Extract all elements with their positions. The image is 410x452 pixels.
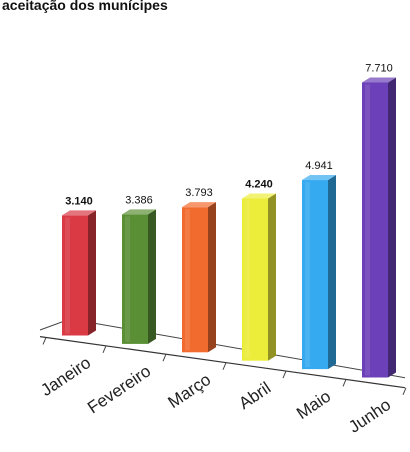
- x-axis-tick: [222, 362, 227, 370]
- bar-side-face: [388, 77, 396, 378]
- bar-highlight: [245, 200, 250, 359]
- category-label: Abril: [235, 378, 274, 413]
- bar-top-face: [122, 209, 156, 215]
- bar-highlight: [305, 182, 310, 368]
- bar-janeiro: [62, 210, 96, 336]
- value-label: 4.941: [305, 160, 333, 172]
- value-label: 3.386: [125, 194, 153, 206]
- x-axis-tick: [342, 379, 347, 387]
- x-axis-tick: [102, 345, 107, 354]
- category-label: Fevereiro: [84, 361, 154, 417]
- bar-side-face: [88, 210, 96, 336]
- category-label: Março: [164, 370, 214, 412]
- category-label: Janeiro: [37, 353, 94, 400]
- bar-fevereiro: [122, 209, 156, 344]
- bar-top-face: [242, 193, 276, 199]
- bar-março: [182, 202, 216, 353]
- value-label: 7.710: [365, 63, 393, 75]
- bar-abril: [242, 193, 276, 361]
- bar-highlight: [65, 217, 70, 334]
- bar-maio: [302, 175, 336, 370]
- bar-top-face: [362, 77, 396, 83]
- bar-highlight: [185, 209, 190, 351]
- bar-highlight: [125, 216, 130, 342]
- bar-side-face: [328, 175, 336, 370]
- x-axis-tick: [42, 337, 47, 345]
- value-label: 3.793: [185, 187, 213, 199]
- x-axis-tick: [282, 370, 287, 379]
- bars-group: [62, 77, 396, 378]
- category-label: Junho: [345, 395, 394, 437]
- bar-top-face: [182, 202, 216, 208]
- x-axis-tick: [162, 354, 167, 362]
- bar-side-face: [268, 193, 276, 361]
- category-label: Maio: [293, 387, 334, 423]
- chart-title: aceitação dos munícipes: [2, 0, 168, 13]
- x-axis-line: [39, 336, 406, 389]
- bar-junho: [362, 77, 396, 378]
- value-label: 4.240: [245, 178, 273, 190]
- value-labels-group: 3.140 3.386 3.793 4.240 4.941 7.710: [65, 63, 393, 208]
- bar-top-face: [302, 175, 336, 181]
- bar-top-face: [62, 210, 96, 216]
- x-axis-tick: [402, 387, 407, 396]
- bar-side-face: [148, 209, 156, 344]
- value-label: 3.140: [65, 195, 93, 207]
- bar-highlight: [365, 84, 370, 376]
- bar-side-face: [208, 202, 216, 353]
